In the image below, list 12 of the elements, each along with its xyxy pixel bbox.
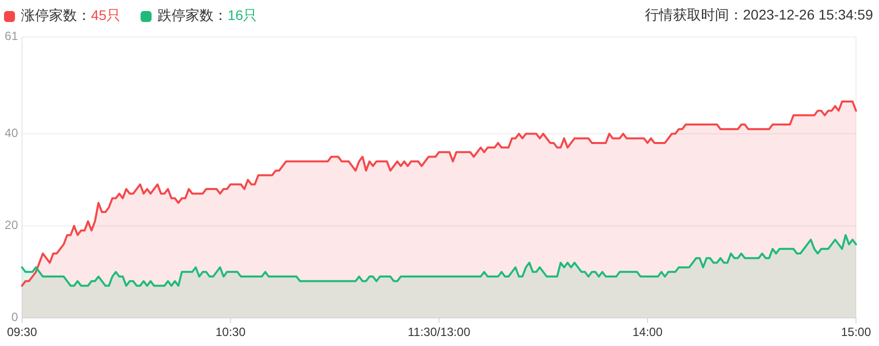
y-tick-label: 0 — [11, 310, 18, 324]
x-tick-label: 10:30 — [215, 325, 246, 340]
y-tick-label: 20 — [4, 218, 18, 232]
x-tick-label: 09:30 — [6, 325, 38, 340]
x-tick-label: 11:30/13:00 — [408, 325, 471, 340]
y-tick-label: 61 — [4, 29, 18, 44]
legend-label: 涨停家数： — [21, 6, 91, 23]
x-tick-label: 15:00 — [840, 325, 872, 340]
legend-label: 跌停家数： — [158, 6, 228, 23]
text: 行情获取时间：2023-12-26 15:34:59 — [645, 6, 874, 23]
y-tick-label: 40 — [4, 126, 18, 140]
x-tick-label: 14:00 — [632, 325, 663, 340]
